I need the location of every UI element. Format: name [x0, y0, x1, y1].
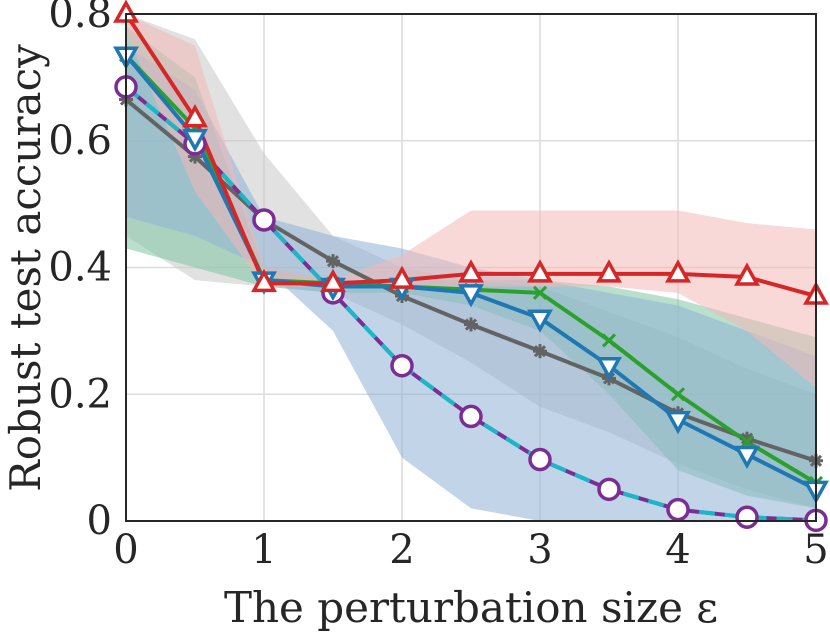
- red-triangle-up-marker: [389, 265, 415, 289]
- blue-triangle-down-marker: [734, 445, 760, 470]
- purple-circle-marker: [666, 497, 690, 522]
- x-tick-label: 2: [389, 527, 414, 573]
- purple-circle-marker: [459, 404, 483, 429]
- red-triangle-up-marker: [182, 103, 208, 128]
- purple-circle-marker: [735, 505, 759, 529]
- y-axis-title: Robust test accuracy: [1, 44, 50, 492]
- purple-circle-marker: [528, 447, 552, 472]
- series-markers: [113, 0, 829, 533]
- blue-triangle-down-marker: [182, 128, 208, 153]
- y-tick-label: 0.6: [48, 118, 112, 164]
- purple-circle-marker: [390, 353, 414, 378]
- y-tick-label: 0.2: [48, 371, 112, 417]
- green-cross-marker: [670, 387, 686, 402]
- red-triangle-up-marker: [734, 262, 760, 286]
- gray-asterisk-marker: [533, 344, 547, 359]
- red-triangle-up-marker: [665, 259, 691, 283]
- y-tick-label: 0.4: [48, 245, 112, 291]
- red-triangle-up-marker: [251, 268, 277, 293]
- x-tick-label: 4: [665, 527, 690, 573]
- tick-labels: 0 1 2 3 4 5 0 0.2 0.4 0.6 0.8: [48, 0, 828, 573]
- blue-triangle-down-marker: [596, 356, 622, 381]
- x-axis-title: The perturbation size ε: [224, 583, 718, 632]
- gray-asterisk-marker: [464, 317, 478, 332]
- red-triangle-up-marker: [458, 259, 484, 283]
- green-cross-marker: [601, 333, 617, 348]
- gray-asterisk-marker: [188, 149, 202, 164]
- purple-circle-marker: [597, 477, 621, 502]
- confidence-bands: [126, 14, 816, 521]
- blue-triangle-down-marker: [665, 410, 691, 435]
- purple-circle-marker: [252, 208, 276, 232]
- y-tick-label: 0.8: [48, 0, 112, 37]
- blue-triangle-down-marker: [458, 284, 484, 308]
- y-tick-label: 0: [87, 498, 112, 544]
- x-tick-label: 5: [803, 527, 828, 573]
- x-tick-label: 3: [527, 527, 552, 573]
- red-triangle-up-marker: [320, 268, 346, 293]
- blue-triangle-down-marker: [527, 309, 553, 333]
- gray-asterisk-marker: [326, 254, 340, 269]
- x-tick-label: 1: [251, 527, 276, 573]
- red-triangle-up-marker: [596, 259, 622, 283]
- green-cross-marker: [532, 285, 548, 300]
- gray-asterisk-marker: [740, 431, 754, 446]
- red-triangle-up-marker: [527, 259, 553, 283]
- x-tick-label: 0: [113, 527, 138, 573]
- plot-frame: [125, 13, 817, 522]
- red-band: [126, 14, 816, 388]
